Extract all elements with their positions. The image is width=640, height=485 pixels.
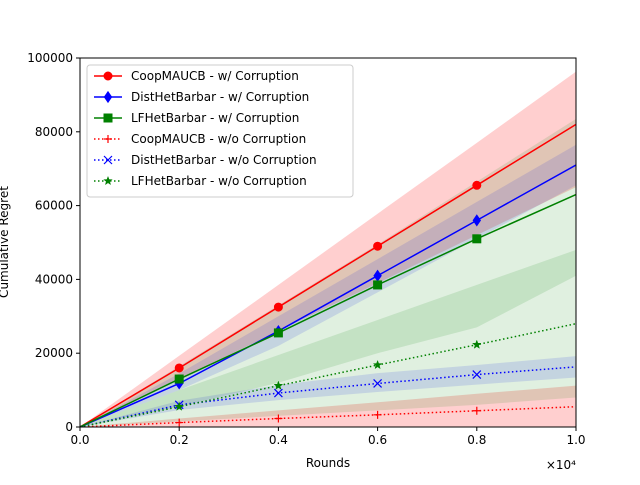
data-point-2-3 [373, 280, 383, 290]
data-point-0-3 [373, 241, 383, 251]
confidence-band-2 [80, 118, 576, 427]
confidence-band-3 [80, 385, 576, 427]
legend-marker-5 [103, 175, 113, 186]
legend-marker-4 [103, 155, 113, 165]
data-point-2-4 [472, 234, 482, 244]
x-tick-label: 1.0 [566, 433, 585, 447]
plot-frame [79, 57, 577, 428]
confidence-bands [80, 71, 576, 427]
y-tick-label: 20000 [35, 346, 73, 360]
data-point-5-1 [174, 401, 185, 411]
series-line-0 [80, 123, 576, 427]
data-point-3-1 [175, 418, 184, 427]
legend-entry-label: LFHetBarbar - w/o Corruption [131, 174, 307, 188]
y-tick-label: 100000 [27, 51, 73, 65]
data-point-3-4 [472, 406, 481, 415]
legend-box [86, 64, 354, 198]
x-axis-multiplier: ×10⁴ [546, 458, 576, 472]
data-point-1-4 [472, 214, 482, 227]
legend-entry-label: CoopMAUCB - w/ Corruption [131, 69, 299, 83]
series-line-5 [80, 322, 576, 427]
confidence-band-0 [80, 71, 576, 427]
legend-marker-1 [103, 90, 113, 104]
data-point-4-3 [373, 379, 383, 388]
data-point-0-1 [174, 363, 184, 373]
y-axis-label: Cumulative Regret [0, 186, 11, 298]
data-point-2-1 [174, 374, 184, 384]
data-point-4-2 [273, 388, 283, 398]
x-tick-label: 0.4 [269, 433, 288, 447]
data-point-3-2 [274, 414, 283, 423]
y-tick-label: 80000 [35, 125, 73, 139]
series-lines [80, 123, 576, 427]
series-line-4 [80, 366, 576, 427]
data-point-0-4 [472, 180, 482, 190]
legend-entry-label: CoopMAUCB - w/o Corruption [131, 132, 306, 146]
y-axis: 0 20000 40000 60000 80000 100000 [27, 51, 80, 434]
legend: CoopMAUCB - w/ Corruption DistHetBarbar -… [86, 64, 354, 198]
x-tick-label: 0.8 [467, 433, 486, 447]
legend-marker-3 [104, 135, 112, 143]
x-axis: 0.0 0.2 0.4 0.6 0.8 1.0 [70, 427, 586, 447]
legend-entry-label: DistHetBarbar - w/ Corruption [131, 90, 309, 104]
data-point-3-3 [373, 410, 382, 419]
data-point-5-3 [372, 359, 383, 370]
series-line-1 [80, 164, 576, 427]
y-tick-label: 60000 [35, 199, 73, 213]
data-point-4-4 [472, 370, 482, 380]
series-line-3 [80, 405, 576, 427]
series-line-2 [80, 193, 576, 427]
series-markers [174, 180, 482, 427]
x-tick-label: 0.2 [170, 433, 189, 447]
data-point-2-2 [273, 328, 283, 338]
legend-entry-label: DistHetBarbar - w/o Corruption [131, 153, 317, 167]
x-tick-label: 0.6 [368, 433, 387, 447]
x-tick-label: 0.0 [70, 433, 89, 447]
x-axis-label: Rounds [306, 456, 350, 470]
data-point-5-2 [273, 380, 284, 390]
legend-marker-0 [103, 71, 113, 81]
confidence-band-5 [80, 249, 576, 427]
data-point-5-4 [471, 339, 482, 349]
confidence-band-4 [80, 356, 576, 427]
legend-entry-label: LFHetBarbar - w/ Corruption [131, 111, 299, 125]
y-tick-label: 0 [65, 420, 73, 434]
y-tick-label: 40000 [35, 272, 73, 286]
data-point-0-2 [273, 302, 283, 312]
legend-marker-2 [103, 113, 113, 123]
